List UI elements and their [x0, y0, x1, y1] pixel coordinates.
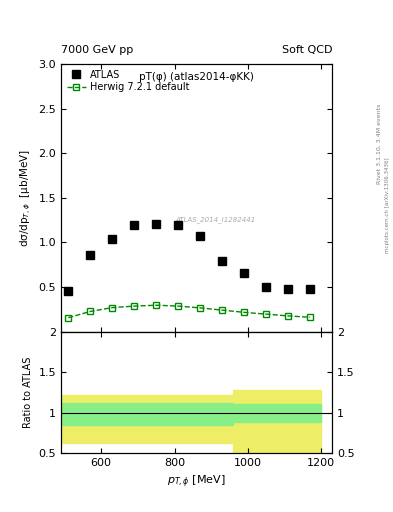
Line: Herwig 7.2.1 default: Herwig 7.2.1 default — [65, 302, 313, 321]
Legend: ATLAS, Herwig 7.2.1 default: ATLAS, Herwig 7.2.1 default — [65, 68, 191, 94]
ATLAS — [308, 286, 312, 292]
Y-axis label: Ratio to ATLAS: Ratio to ATLAS — [23, 357, 33, 428]
Text: ATLAS_2014_I1282441: ATLAS_2014_I1282441 — [175, 216, 255, 223]
Herwig 7.2.1 default — [286, 313, 290, 319]
Herwig 7.2.1 default — [132, 303, 136, 309]
ATLAS — [264, 284, 268, 290]
Text: Rivet 3.1.10, 3.4M events: Rivet 3.1.10, 3.4M events — [377, 103, 382, 183]
ATLAS — [66, 287, 71, 293]
Line: ATLAS: ATLAS — [64, 220, 314, 294]
Y-axis label: dσ/dp$_{T,\phi}$  [μb/MeV]: dσ/dp$_{T,\phi}$ [μb/MeV] — [18, 148, 33, 247]
Herwig 7.2.1 default — [198, 305, 202, 311]
Herwig 7.2.1 default — [66, 315, 71, 321]
X-axis label: $p_{T,\phi}$ [MeV]: $p_{T,\phi}$ [MeV] — [167, 474, 226, 490]
ATLAS — [242, 270, 246, 276]
ATLAS — [154, 221, 158, 227]
Herwig 7.2.1 default — [242, 309, 246, 315]
ATLAS — [286, 286, 290, 292]
ATLAS — [132, 222, 136, 228]
Text: Soft QCD: Soft QCD — [282, 45, 332, 55]
ATLAS — [176, 221, 180, 227]
Herwig 7.2.1 default — [220, 307, 224, 313]
ATLAS — [110, 236, 115, 242]
ATLAS — [88, 252, 93, 258]
Herwig 7.2.1 default — [154, 302, 158, 308]
Text: pT(φ) (atlas2014-φKK): pT(φ) (atlas2014-φKK) — [139, 72, 254, 82]
Herwig 7.2.1 default — [308, 314, 312, 321]
ATLAS — [220, 258, 224, 264]
ATLAS — [198, 233, 202, 239]
Herwig 7.2.1 default — [110, 305, 115, 311]
Herwig 7.2.1 default — [88, 308, 93, 314]
Herwig 7.2.1 default — [176, 303, 180, 309]
Text: mcplots.cern.ch [arXiv:1306.3436]: mcplots.cern.ch [arXiv:1306.3436] — [385, 157, 389, 252]
Herwig 7.2.1 default — [264, 311, 268, 317]
Text: 7000 GeV pp: 7000 GeV pp — [61, 45, 133, 55]
